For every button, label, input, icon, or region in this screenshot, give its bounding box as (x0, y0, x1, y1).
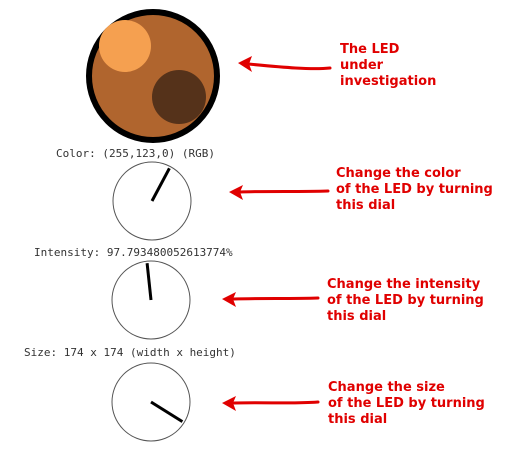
size-dial[interactable] (111, 362, 191, 442)
intensity-dial-needle[interactable] (145, 263, 153, 301)
arrow-to-size-dial (222, 396, 320, 411)
intensity-dial[interactable] (111, 260, 191, 340)
color-readout: Color: (255,123,0) (RGB) (56, 147, 215, 160)
led-annotation: The LED under investigation (340, 42, 437, 89)
color-dial[interactable] (112, 161, 192, 241)
arrow-to-intensity-dial (222, 292, 320, 307)
color-dial-needle[interactable] (150, 167, 171, 202)
size-dial-needle[interactable] (150, 400, 184, 423)
arrow-to-led (238, 56, 332, 72)
color-dial-annotation: Change the color of the LED by turning t… (336, 166, 493, 213)
led-shadow (152, 70, 206, 124)
led-highlight (99, 20, 151, 72)
size-readout: Size: 174 x 174 (width x height) (24, 346, 236, 359)
intensity-dial-annotation: Change the intensity of the LED by turni… (327, 277, 484, 324)
arrow-to-color-dial (229, 185, 330, 200)
size-dial-annotation: Change the size of the LED by turning th… (328, 380, 485, 427)
intensity-readout: Intensity: 97.793480052613774% (34, 246, 233, 259)
led-indicator (86, 9, 220, 143)
